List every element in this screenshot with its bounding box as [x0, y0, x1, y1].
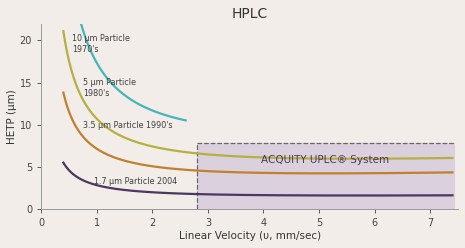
Text: 1.7 μm Particle 2004: 1.7 μm Particle 2004	[94, 177, 177, 186]
X-axis label: Linear Velocity (υ, mm/sec): Linear Velocity (υ, mm/sec)	[179, 231, 321, 241]
Title: HPLC: HPLC	[232, 7, 268, 21]
Text: 5 μm Particle
1980's: 5 μm Particle 1980's	[83, 78, 136, 98]
Y-axis label: HETP (μm): HETP (μm)	[7, 89, 17, 144]
Bar	[197, 143, 455, 209]
Text: 3.5 μm Particle 1990's: 3.5 μm Particle 1990's	[83, 122, 173, 130]
Text: 10 μm Particle
1970's: 10 μm Particle 1970's	[72, 34, 130, 54]
Text: ACQUITY UPLC® System: ACQUITY UPLC® System	[260, 155, 389, 165]
